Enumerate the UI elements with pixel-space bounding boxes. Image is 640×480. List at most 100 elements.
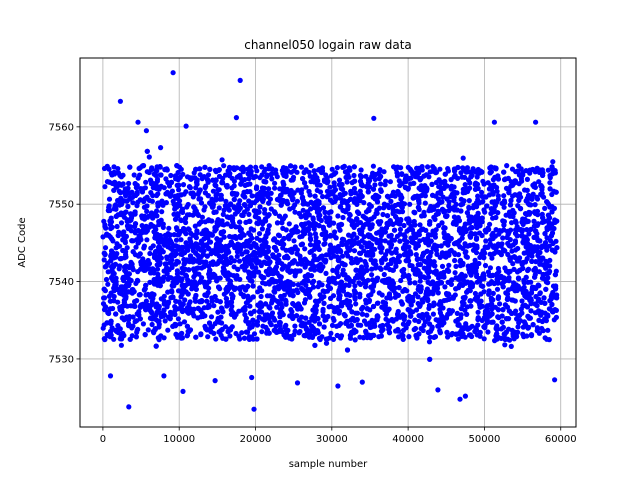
data-point: [403, 325, 409, 331]
data-point: [474, 273, 480, 280]
data-point: [256, 303, 262, 309]
data-point: [358, 244, 364, 250]
data-point: [111, 271, 117, 277]
data-point: [351, 231, 357, 237]
data-point: [351, 248, 358, 254]
data-point: [155, 257, 161, 263]
data-point: [510, 207, 516, 213]
data-point: [344, 347, 351, 353]
data-point: [372, 258, 378, 264]
data-point: [364, 312, 370, 318]
data-point: [379, 278, 386, 284]
data-point: [205, 172, 212, 178]
data-point: [232, 191, 238, 197]
data-point: [317, 292, 323, 298]
data-point: [143, 307, 149, 313]
data-point: [307, 232, 313, 238]
data-point: [323, 214, 329, 221]
data-point: [121, 229, 127, 235]
data-point: [260, 248, 266, 254]
data-point: [169, 289, 175, 295]
data-point: [153, 183, 160, 189]
data-point: [201, 174, 207, 180]
data-point: [530, 322, 536, 328]
data-point: [253, 173, 259, 180]
data-point: [157, 283, 163, 289]
data-point: [502, 200, 508, 206]
data-point: [155, 191, 161, 197]
data-point: [182, 215, 189, 221]
data-point: [184, 204, 190, 210]
data-point: [144, 208, 150, 214]
data-point: [534, 247, 540, 253]
data-point: [547, 298, 553, 304]
data-point: [531, 267, 537, 273]
data-point: [228, 239, 234, 245]
data-point: [221, 207, 227, 213]
data-point: [106, 293, 112, 299]
data-point: [323, 340, 330, 346]
data-point: [112, 179, 118, 185]
data-point: [407, 280, 413, 286]
data-point: [354, 310, 361, 316]
data-point: [386, 276, 392, 282]
data-point: [336, 222, 342, 228]
data-point: [528, 332, 535, 338]
data-point: [272, 265, 279, 272]
data-point: [502, 342, 508, 348]
data-point: [215, 315, 221, 321]
data-point: [499, 313, 505, 319]
data-point: [256, 269, 262, 275]
data-point: [126, 277, 132, 283]
data-point: [534, 196, 541, 202]
data-point: [509, 220, 515, 226]
data-point: [494, 188, 500, 194]
data-point: [388, 242, 395, 248]
data-point: [272, 185, 278, 191]
data-point: [152, 326, 158, 333]
data-point: [309, 334, 315, 340]
data-point: [277, 240, 283, 246]
data-point: [282, 324, 288, 330]
data-point: [169, 283, 175, 289]
data-point: [125, 203, 131, 210]
data-point: [215, 187, 221, 193]
data-point: [542, 244, 548, 250]
data-point: [323, 270, 329, 276]
data-point: [183, 273, 189, 279]
data-point: [536, 269, 543, 275]
data-point: [535, 282, 541, 288]
data-point: [238, 166, 244, 172]
data-point: [111, 298, 117, 304]
data-point: [417, 278, 423, 284]
data-point: [213, 183, 219, 189]
data-point: [247, 203, 253, 209]
data-point: [251, 269, 257, 275]
data-point: [508, 227, 514, 233]
data-point: [135, 269, 141, 275]
data-point: [103, 225, 109, 231]
data-point: [135, 240, 141, 246]
data-point: [467, 332, 473, 338]
data-point: [261, 238, 267, 244]
data-point: [263, 243, 269, 249]
data-point: [257, 204, 263, 210]
data-point: [156, 222, 162, 228]
data-point: [318, 296, 324, 302]
data-point: [539, 318, 546, 325]
data-point: [389, 192, 395, 199]
data-point: [403, 249, 409, 256]
data-point: [512, 288, 518, 294]
data-point: [373, 210, 379, 217]
data-point: [489, 255, 495, 261]
data-point: [114, 286, 120, 292]
data-point: [292, 323, 298, 329]
data-point: [495, 176, 501, 182]
data-point: [198, 332, 204, 338]
data-point: [419, 167, 425, 173]
data-point: [451, 194, 457, 200]
data-point: [378, 328, 385, 334]
data-point: [406, 319, 412, 325]
data-point: [246, 211, 252, 217]
data-point: [280, 179, 286, 185]
